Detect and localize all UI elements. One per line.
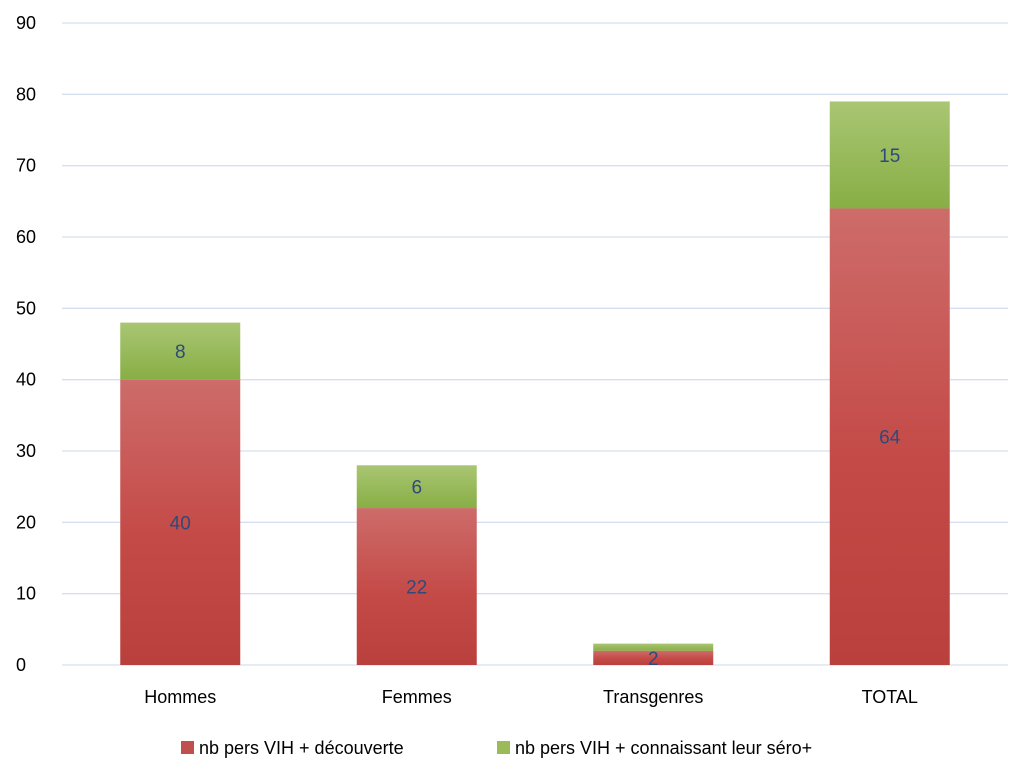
data-label-femmes-series-1: 22 (406, 578, 427, 599)
x-axis-categories: Hommes Femmes Transgenres TOTAL (144, 687, 918, 707)
data-label-femmes-series-2: 6 (411, 478, 422, 499)
x-category-label-hommes: Hommes (144, 687, 216, 707)
data-label-hommes-series-1: 40 (170, 513, 191, 534)
data-label-total-series-2: 15 (879, 146, 900, 167)
y-tick-label-50: 50 (16, 298, 36, 318)
x-category-label-transgenres: Transgenres (603, 687, 703, 707)
bar-femmes-series-1 (356, 508, 477, 665)
y-tick-label-0: 0 (16, 655, 26, 675)
y-axis-ticks: 0 10 20 30 40 50 60 70 80 90 (16, 13, 36, 675)
y-tick-label-60: 60 (16, 227, 36, 247)
legend-label-series-2: nb pers VIH + connaissant leur séro+ (515, 738, 812, 758)
y-tick-label-30: 30 (16, 441, 36, 461)
bar-hommes-series-1 (120, 379, 241, 665)
data-label-hommes-series-2: 8 (175, 342, 186, 363)
bars (120, 101, 950, 665)
y-tick-label-40: 40 (16, 370, 36, 390)
y-tick-label-70: 70 (16, 156, 36, 176)
y-tick-label-80: 80 (16, 84, 36, 104)
legend-swatch-series-1 (181, 741, 194, 754)
y-tick-label-10: 10 (16, 584, 36, 604)
legend: nb pers VIH + découverte nb pers VIH + co… (181, 738, 812, 758)
bar-total-series-2 (829, 101, 950, 209)
bar-transgenres-series-1 (593, 650, 714, 665)
x-category-label-femmes: Femmes (382, 687, 452, 707)
bar-transgenres-series-2 (593, 643, 714, 651)
bar-hommes-series-2 (120, 322, 241, 380)
bar-total-series-1 (829, 208, 950, 665)
data-label-transgenres-series-1: 2 (648, 649, 659, 670)
data-label-total-series-1: 64 (879, 428, 901, 449)
y-tick-label-20: 20 (16, 512, 36, 532)
bar-femmes-series-2 (356, 465, 477, 509)
x-category-label-total: TOTAL (862, 687, 918, 707)
y-tick-label-90: 90 (16, 13, 36, 33)
legend-label-series-1: nb pers VIH + découverte (199, 738, 404, 758)
data-labels: 40 8 22 6 2 64 15 (170, 146, 901, 670)
legend-swatch-series-2 (497, 741, 510, 754)
